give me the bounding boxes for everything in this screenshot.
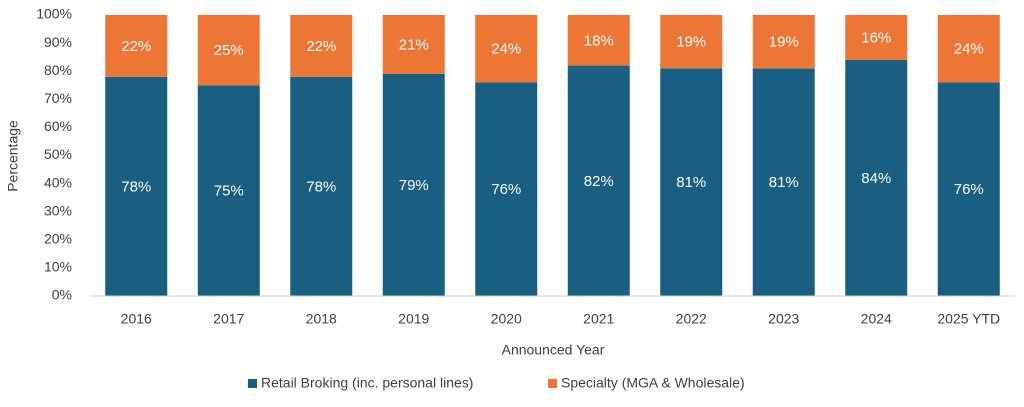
y-tick-label: 20% (44, 231, 72, 247)
value-label: 18% (584, 32, 614, 49)
x-tick-label: 2019 (398, 311, 429, 327)
y-tick-label: 90% (44, 34, 72, 50)
x-tick-label: 2016 (121, 311, 152, 327)
bar-segment (845, 59, 908, 297)
bar-segment (475, 15, 538, 83)
value-label: 24% (491, 41, 521, 58)
y-tick-label: 0% (52, 287, 72, 303)
bar-segment (382, 15, 445, 75)
value-label: 16% (861, 29, 891, 46)
value-label: 78% (121, 178, 151, 195)
y-tick-label: 80% (44, 62, 72, 78)
value-label: 78% (306, 178, 336, 195)
y-tick-label: 60% (44, 118, 72, 134)
y-tick-label: 70% (44, 90, 72, 106)
value-label: 19% (676, 34, 706, 51)
value-label: 75% (214, 183, 244, 200)
bar-segment (660, 68, 723, 296)
y-axis-title: Percentage (5, 120, 21, 192)
bar-segment (105, 76, 168, 296)
x-axis-title: Announced Year (502, 342, 605, 358)
value-label: 79% (399, 177, 429, 194)
value-label: 24% (954, 41, 984, 58)
x-tick-label: 2025 YTD (937, 311, 1000, 327)
bar-segment (752, 15, 815, 69)
bar-segment (105, 15, 168, 77)
bar-segment (290, 15, 353, 77)
value-label: 82% (584, 173, 614, 190)
y-tick-label: 30% (44, 202, 72, 218)
y-tick-label: 50% (44, 146, 72, 162)
bar-segment (567, 65, 630, 296)
value-label: 25% (214, 42, 244, 59)
value-label: 84% (861, 170, 891, 187)
y-tick-label: 40% (44, 174, 72, 190)
y-tick-label: 100% (36, 6, 72, 22)
x-tick-label: 2023 (768, 311, 799, 327)
x-tick-label: 2022 (676, 311, 707, 327)
bar-segment (660, 15, 723, 69)
bar-segment (752, 68, 815, 296)
value-label: 81% (676, 174, 706, 191)
bar-segment (382, 74, 445, 296)
bar-segment (197, 85, 260, 296)
legend-swatch (548, 379, 557, 388)
bar-segment (937, 82, 1000, 296)
value-label: 76% (491, 181, 521, 198)
bar-segment (290, 76, 353, 296)
value-label: 19% (769, 34, 799, 51)
x-tick-label: 2024 (861, 311, 892, 327)
bar-segment (567, 15, 630, 66)
x-tick-label: 2021 (583, 311, 614, 327)
value-label: 22% (306, 38, 336, 55)
legend-label: Retail Broking (inc. personal lines) (261, 375, 473, 391)
value-label: 22% (121, 38, 151, 55)
value-label: 81% (769, 174, 799, 191)
x-tick-label: 2018 (306, 311, 337, 327)
bar-segment (845, 15, 908, 60)
value-label: 76% (954, 181, 984, 198)
y-tick-label: 10% (44, 259, 72, 275)
bar-segment (937, 15, 1000, 83)
x-tick-label: 2020 (491, 311, 522, 327)
bar-segment (475, 82, 538, 296)
legend-label: Specialty (MGA & Wholesale) (561, 375, 745, 391)
legend-swatch (248, 379, 257, 388)
value-label: 21% (399, 36, 429, 53)
bar-segment (197, 15, 260, 86)
x-tick-label: 2017 (213, 311, 244, 327)
